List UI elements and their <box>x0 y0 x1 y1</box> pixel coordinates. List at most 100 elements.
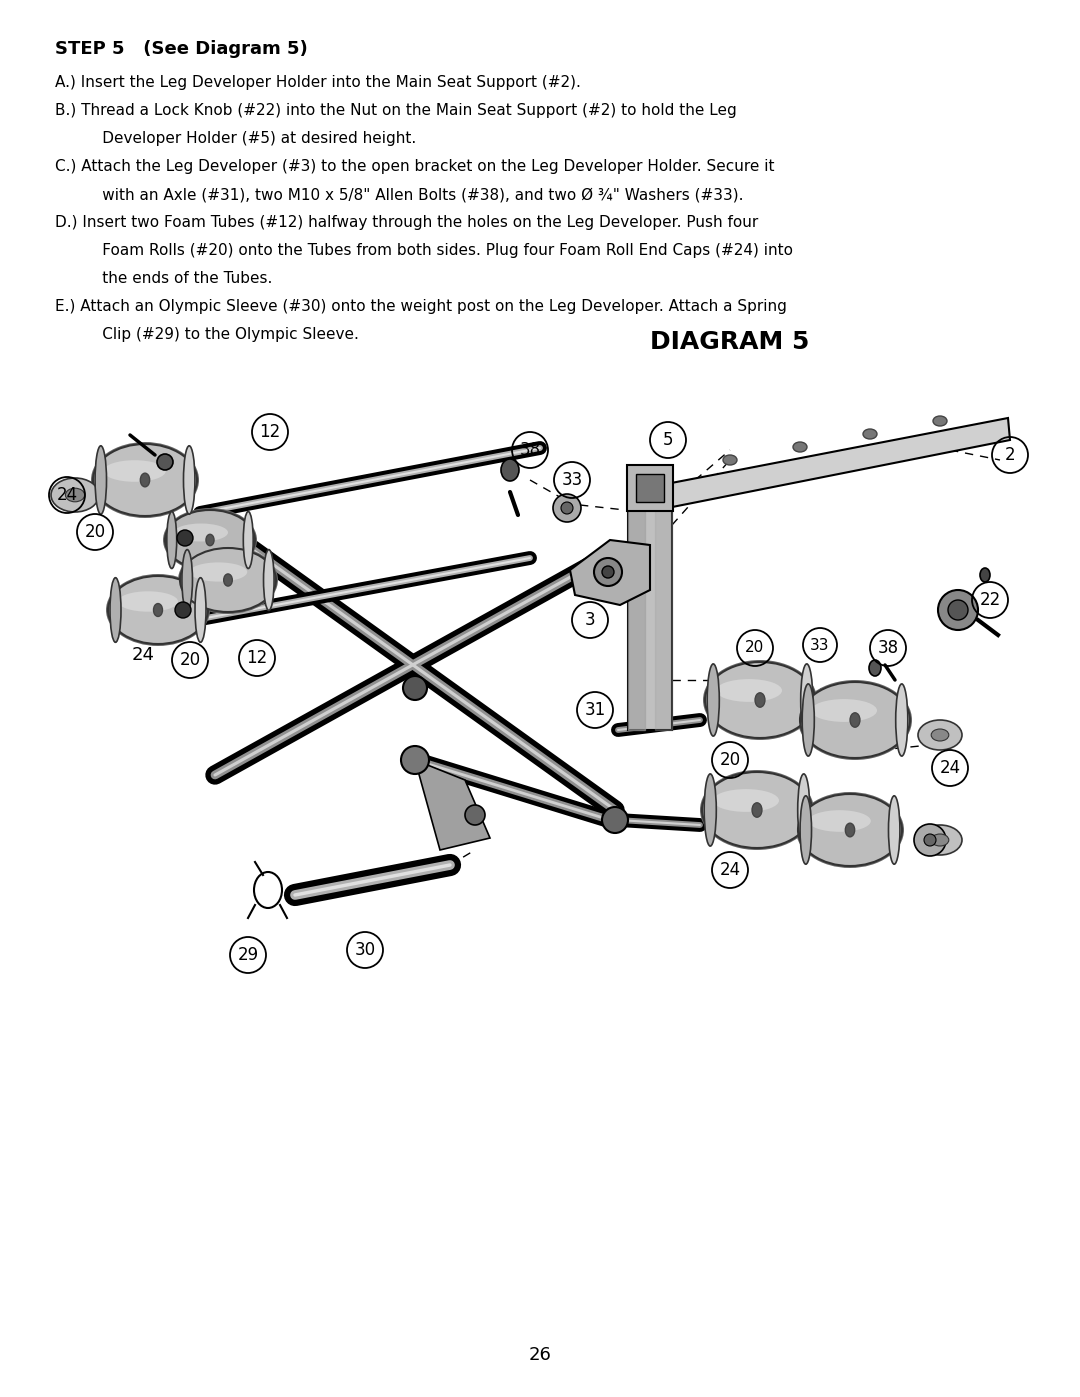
Ellipse shape <box>850 712 860 728</box>
Ellipse shape <box>108 576 208 644</box>
Circle shape <box>553 495 581 522</box>
Ellipse shape <box>948 599 968 620</box>
Ellipse shape <box>178 546 278 615</box>
Circle shape <box>602 566 615 578</box>
Ellipse shape <box>106 574 210 645</box>
Ellipse shape <box>180 548 276 612</box>
Polygon shape <box>654 490 672 731</box>
Text: Foam Rolls (#20) onto the Tubes from both sides. Plug four Foam Roll End Caps (#: Foam Rolls (#20) onto the Tubes from bot… <box>73 243 793 258</box>
Ellipse shape <box>95 446 107 514</box>
Text: 2: 2 <box>1004 446 1015 464</box>
Ellipse shape <box>889 796 900 865</box>
Circle shape <box>401 746 429 774</box>
Ellipse shape <box>104 460 166 482</box>
Text: 33: 33 <box>810 637 829 652</box>
Ellipse shape <box>755 693 765 707</box>
Text: D.) Insert two Foam Tubes (#12) halfway through the holes on the Leg Developer. : D.) Insert two Foam Tubes (#12) halfway … <box>55 215 758 231</box>
Polygon shape <box>415 760 490 849</box>
Ellipse shape <box>51 478 99 511</box>
Ellipse shape <box>939 590 978 630</box>
Ellipse shape <box>798 680 912 760</box>
Text: 22: 22 <box>980 591 1001 609</box>
Polygon shape <box>627 490 672 731</box>
Text: 26: 26 <box>528 1345 552 1363</box>
Ellipse shape <box>703 659 816 740</box>
Ellipse shape <box>800 682 910 759</box>
Ellipse shape <box>980 569 990 583</box>
Ellipse shape <box>140 474 150 486</box>
Text: 31: 31 <box>584 701 606 719</box>
Text: 29: 29 <box>238 946 258 964</box>
Ellipse shape <box>66 488 84 502</box>
Text: A.) Insert the Leg Developer Holder into the Main Seat Support (#2).: A.) Insert the Leg Developer Holder into… <box>55 75 581 89</box>
Circle shape <box>403 676 427 700</box>
Circle shape <box>594 557 622 585</box>
Text: 12: 12 <box>246 650 268 666</box>
Polygon shape <box>627 490 645 731</box>
Text: B.) Thread a Lock Knob (#22) into the Nut on the Main Seat Support (#2) to hold : B.) Thread a Lock Knob (#22) into the Nu… <box>55 103 737 117</box>
Ellipse shape <box>846 823 854 837</box>
Text: the ends of the Tubes.: the ends of the Tubes. <box>73 271 272 286</box>
Ellipse shape <box>91 441 199 518</box>
Text: 38: 38 <box>519 441 541 460</box>
Ellipse shape <box>153 604 162 616</box>
Ellipse shape <box>800 664 813 736</box>
Ellipse shape <box>184 446 194 514</box>
Polygon shape <box>570 541 650 605</box>
Ellipse shape <box>501 460 519 481</box>
Ellipse shape <box>195 578 206 643</box>
Circle shape <box>177 529 193 546</box>
Ellipse shape <box>798 774 810 847</box>
Ellipse shape <box>752 803 762 817</box>
Ellipse shape <box>931 834 949 847</box>
Circle shape <box>602 807 627 833</box>
Ellipse shape <box>174 524 228 542</box>
Ellipse shape <box>163 509 257 571</box>
Text: 33: 33 <box>562 471 582 489</box>
Text: 20: 20 <box>84 522 106 541</box>
Ellipse shape <box>802 685 814 756</box>
Polygon shape <box>635 418 1010 514</box>
Ellipse shape <box>264 549 274 610</box>
Text: 20: 20 <box>745 640 765 655</box>
Text: E.) Attach an Olympic Sleeve (#30) onto the weight post on the Leg Developer. At: E.) Attach an Olympic Sleeve (#30) onto … <box>55 299 787 314</box>
Ellipse shape <box>190 563 247 581</box>
Circle shape <box>924 834 936 847</box>
Ellipse shape <box>166 511 177 569</box>
Ellipse shape <box>811 698 877 722</box>
Text: 24: 24 <box>719 861 741 879</box>
Ellipse shape <box>798 793 902 866</box>
Text: 20: 20 <box>179 651 201 669</box>
Ellipse shape <box>716 679 782 701</box>
Ellipse shape <box>704 774 716 847</box>
Text: 20: 20 <box>719 752 741 768</box>
Ellipse shape <box>700 770 814 849</box>
Ellipse shape <box>895 685 908 756</box>
Text: 3: 3 <box>584 610 595 629</box>
Circle shape <box>561 502 573 514</box>
Ellipse shape <box>165 510 255 570</box>
Text: 24: 24 <box>56 486 78 504</box>
Text: Clip (#29) to the Olympic Sleeve.: Clip (#29) to the Olympic Sleeve. <box>73 327 359 342</box>
Ellipse shape <box>863 429 877 439</box>
Ellipse shape <box>800 796 811 865</box>
Ellipse shape <box>705 662 815 738</box>
Ellipse shape <box>809 810 870 831</box>
Text: 24: 24 <box>132 645 154 664</box>
Ellipse shape <box>110 578 121 643</box>
Ellipse shape <box>206 534 214 546</box>
Ellipse shape <box>723 455 737 465</box>
Circle shape <box>465 805 485 826</box>
Ellipse shape <box>93 444 197 515</box>
Ellipse shape <box>796 792 904 868</box>
Ellipse shape <box>118 591 178 612</box>
Ellipse shape <box>918 826 962 855</box>
Ellipse shape <box>869 659 881 676</box>
Text: 5: 5 <box>663 432 673 448</box>
Ellipse shape <box>918 719 962 750</box>
Ellipse shape <box>931 729 949 740</box>
Text: STEP 5   (See Diagram 5): STEP 5 (See Diagram 5) <box>55 41 308 59</box>
Text: 24: 24 <box>940 759 960 777</box>
Ellipse shape <box>793 441 807 453</box>
Ellipse shape <box>702 773 812 848</box>
